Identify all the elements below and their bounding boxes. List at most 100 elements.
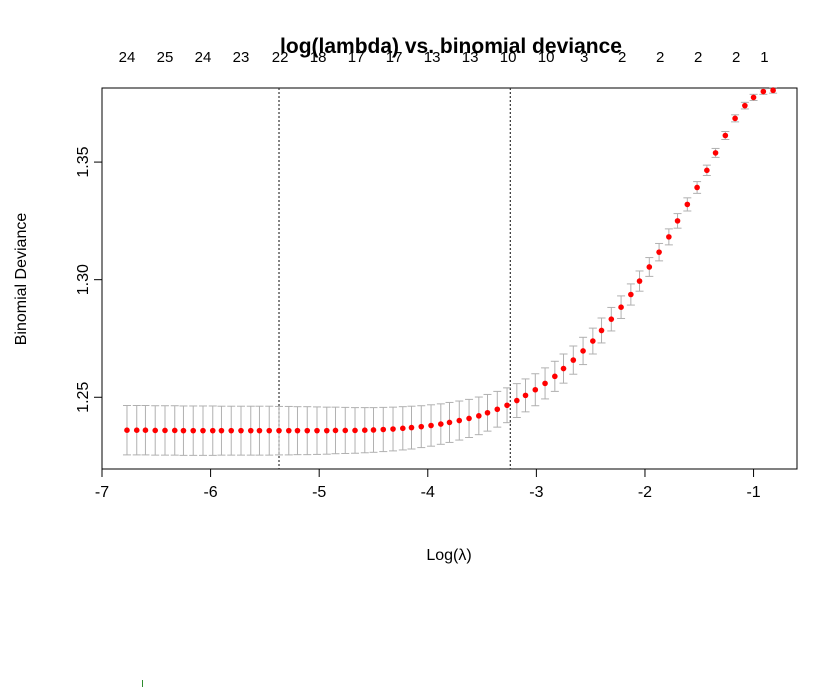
error-bars — [122, 87, 778, 456]
data-point — [124, 427, 130, 433]
data-point — [712, 150, 719, 156]
x-tick-label: -3 — [529, 484, 543, 501]
data-point — [323, 427, 330, 434]
data-point — [408, 424, 415, 431]
x-axis-label: Log(λ) — [426, 547, 471, 564]
data-point — [598, 327, 605, 334]
x-tick-label: -5 — [312, 484, 326, 501]
data-point — [674, 218, 681, 224]
y-tick-label: 1.30 — [75, 264, 92, 295]
data-point — [570, 357, 577, 363]
data-point — [418, 423, 425, 430]
data-point — [580, 348, 586, 354]
data-point — [694, 184, 700, 191]
data-point — [361, 427, 368, 433]
data-point — [152, 427, 159, 434]
data-point — [704, 167, 710, 174]
x-tick-label: -6 — [203, 484, 217, 501]
top-tick-label: 10 — [500, 49, 517, 66]
top-tick-label: 17 — [386, 49, 403, 66]
data-point — [446, 419, 453, 426]
data-point — [646, 264, 653, 270]
reference-lines — [278, 88, 511, 469]
top-tick-label: 3 — [580, 49, 588, 66]
data-point — [522, 392, 529, 399]
data-point — [438, 421, 444, 427]
x-tick-label: -1 — [746, 484, 760, 501]
data-point — [560, 365, 567, 372]
data-point — [484, 409, 491, 416]
data-point — [218, 427, 225, 434]
data-point — [380, 426, 387, 433]
data-point — [590, 338, 596, 344]
data-point — [628, 291, 634, 298]
top-axis-nonzero-counts: 24 25 24 23 22 18 17 17 13 13 10 10 3 2 2 2 2 1 — [119, 49, 769, 66]
x-tick-label: -4 — [421, 484, 435, 501]
data-point — [552, 373, 558, 380]
data-point — [294, 427, 301, 434]
data-point — [332, 427, 339, 434]
y-axis: 1.25 1.30 1.35 — [75, 146, 102, 413]
data-point — [266, 427, 273, 434]
data-point — [656, 249, 662, 255]
data-point — [370, 427, 377, 433]
top-tick-label: 17 — [348, 49, 365, 66]
data-point — [608, 316, 615, 322]
top-tick-label: 13 — [424, 49, 441, 66]
data-point — [722, 132, 729, 139]
top-tick-label: 22 — [272, 49, 289, 66]
data-point — [162, 427, 168, 434]
data-point — [618, 304, 624, 310]
data-point — [732, 115, 738, 122]
data-point — [466, 415, 472, 422]
data-point — [750, 94, 757, 101]
data-point — [390, 426, 396, 432]
top-tick-label: 13 — [462, 49, 479, 66]
top-tick-label: 18 — [310, 49, 327, 66]
data-point — [494, 406, 501, 413]
data-point — [684, 201, 691, 208]
data-point — [542, 380, 548, 387]
data-points — [124, 87, 776, 434]
data-point — [171, 427, 178, 434]
data-point — [666, 234, 672, 240]
data-point — [456, 417, 463, 424]
data-point — [760, 88, 767, 95]
y-tick-label: 1.35 — [75, 146, 92, 177]
top-tick-label: 1 — [760, 49, 768, 66]
top-tick-label: 2 — [656, 49, 664, 66]
data-point — [532, 386, 539, 393]
top-tick-label: 24 — [119, 49, 136, 66]
y-tick-label: 1.25 — [75, 382, 92, 413]
plot-frame — [101, 87, 798, 470]
data-point — [276, 427, 282, 434]
data-point — [352, 427, 358, 434]
x-tick-label: -2 — [638, 484, 652, 501]
data-point — [133, 427, 140, 433]
chart-title: log(lambda) vs. binomial deviance — [280, 35, 622, 58]
top-tick-label: 23 — [233, 49, 250, 66]
data-point — [142, 427, 149, 433]
data-point — [636, 278, 643, 284]
data-point — [190, 427, 197, 434]
data-point — [342, 427, 349, 434]
data-point — [304, 427, 311, 434]
top-tick-label: 2 — [618, 49, 626, 66]
data-point — [200, 427, 206, 434]
data-point — [256, 427, 263, 434]
x-axis: -7 -6 -5 -4 -3 -2 -1 — [95, 469, 761, 501]
stray-mark — [142, 680, 143, 687]
data-point — [238, 427, 244, 434]
data-point — [400, 425, 406, 432]
data-point — [476, 413, 482, 419]
data-point — [770, 87, 776, 94]
data-point — [504, 402, 510, 409]
data-point — [228, 427, 235, 434]
data-point — [285, 427, 292, 434]
top-tick-label: 24 — [195, 49, 212, 66]
top-tick-label: 2 — [732, 49, 740, 66]
y-axis-label: Binomial Deviance — [13, 213, 30, 346]
x-tick-label: -7 — [95, 484, 109, 501]
data-point — [514, 397, 520, 404]
